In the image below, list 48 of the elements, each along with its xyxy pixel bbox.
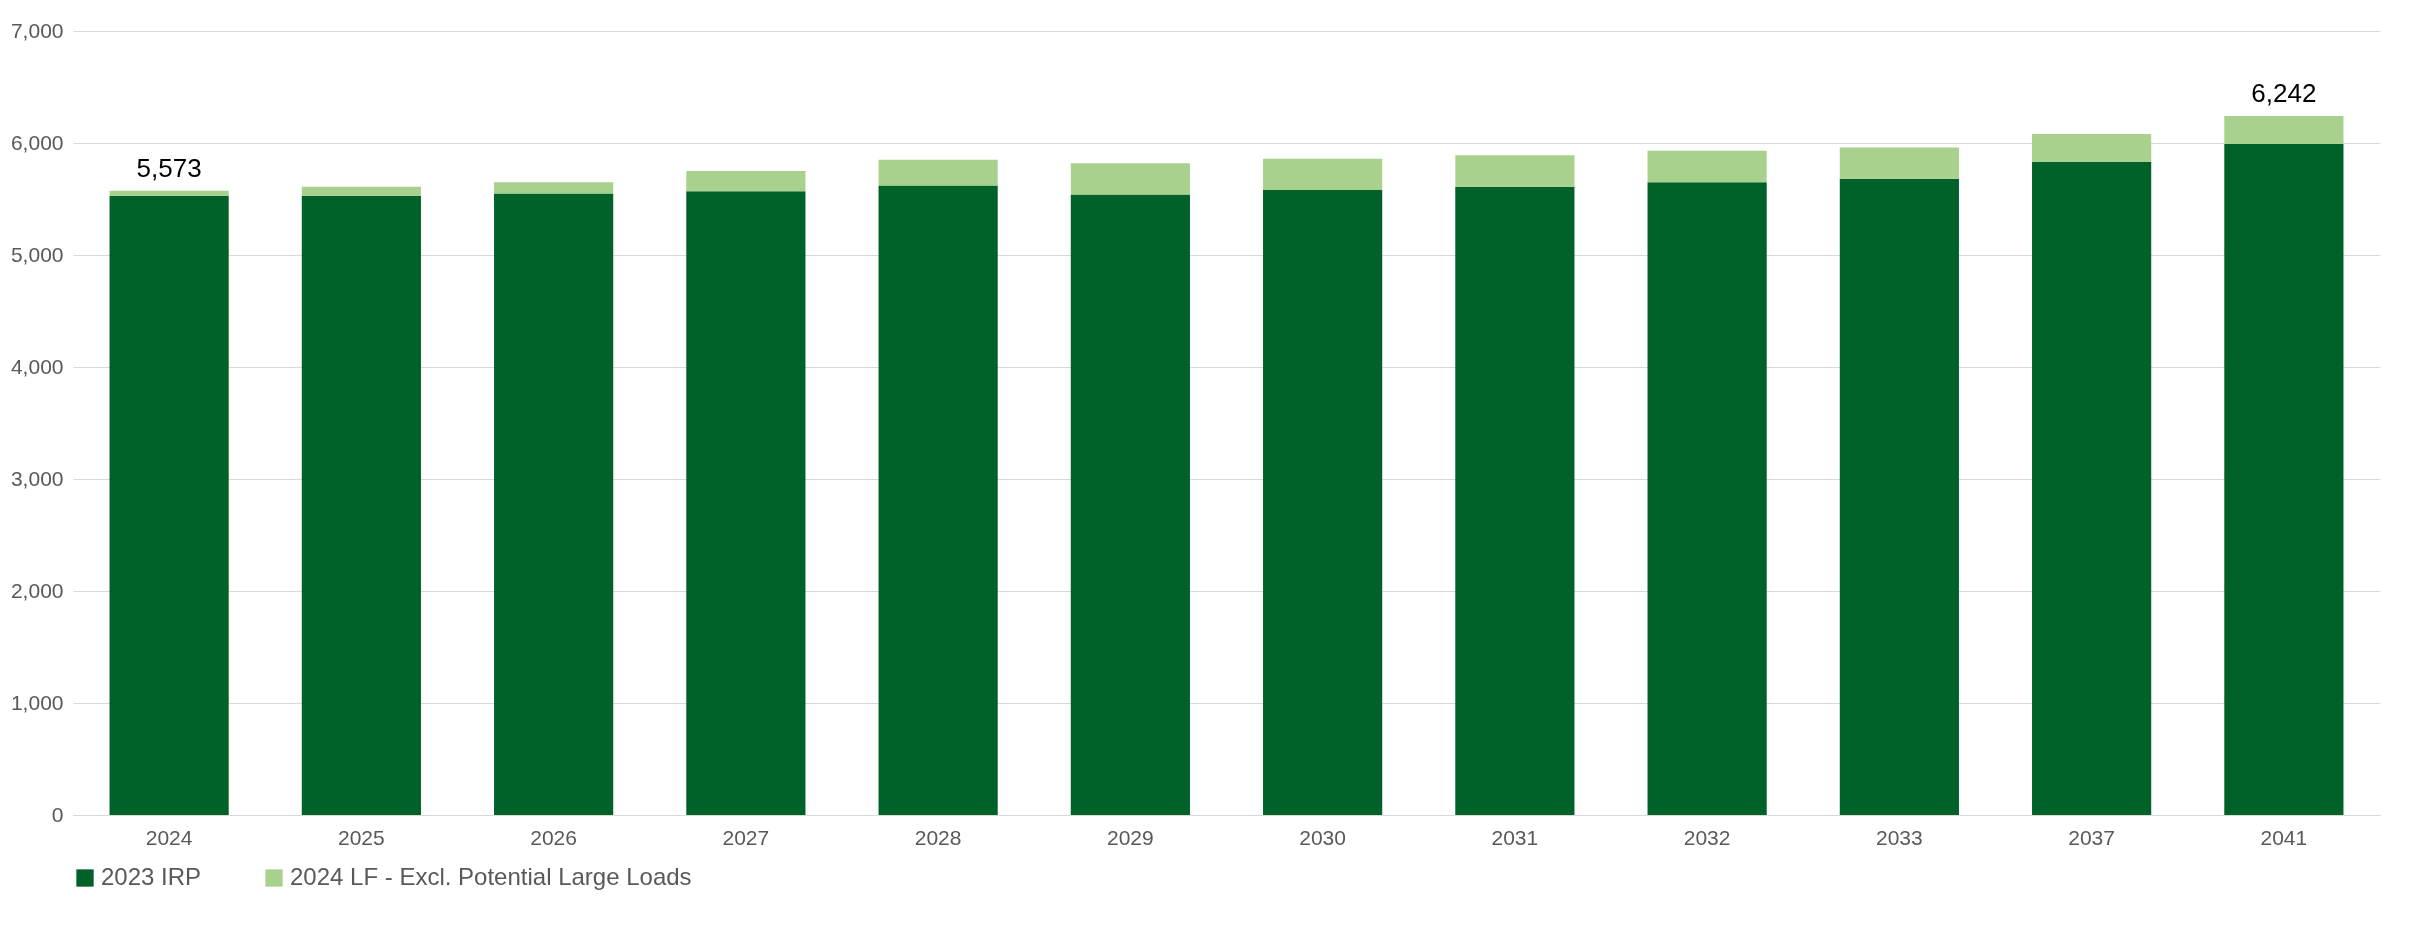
total-label: 5,573 <box>136 152 202 183</box>
bar <box>109 190 229 196</box>
bar <box>494 182 614 194</box>
bar <box>2224 115 2344 145</box>
x-tick-label: 2028 <box>914 825 962 849</box>
x-tick-label: 2025 <box>338 825 385 849</box>
bar <box>1647 182 1767 815</box>
bar <box>1070 163 1190 195</box>
y-tick-label: 4,000 <box>10 354 64 378</box>
y-tick-label: 6,000 <box>10 130 64 154</box>
y-tick-label: 5,000 <box>10 242 64 266</box>
x-tick-label: 2024 <box>145 825 193 849</box>
x-tick-label: 2033 <box>1876 825 1923 849</box>
y-tick-label: 7,000 <box>10 18 64 42</box>
bar <box>1263 158 1383 191</box>
x-tick-label: 2041 <box>2260 825 2308 849</box>
bar <box>494 193 614 815</box>
x-tick-label: 2027 <box>722 825 770 849</box>
bar <box>301 195 421 815</box>
x-tick-label: 2030 <box>1299 825 1346 849</box>
bar <box>301 186 421 196</box>
bar <box>2032 134 2152 163</box>
bar <box>878 185 998 815</box>
x-tick-label: 2029 <box>1107 825 1154 849</box>
legend-label: 2023 IRP <box>101 863 202 890</box>
bar <box>686 171 806 192</box>
bar <box>1839 178 1959 815</box>
bar <box>1647 150 1767 183</box>
y-tick-label: 1,000 <box>10 690 64 714</box>
y-tick-label: 3,000 <box>10 466 64 490</box>
bar <box>2224 144 2344 815</box>
x-tick-label: 2032 <box>1683 825 1731 849</box>
x-tick-label: 2031 <box>1491 825 1539 849</box>
bar <box>1455 186 1575 815</box>
x-tick-label: 2037 <box>2068 825 2115 849</box>
y-tick-label: 2,000 <box>10 578 64 602</box>
bar <box>686 191 806 815</box>
bar <box>1455 155 1575 187</box>
bar <box>1839 147 1959 179</box>
total-label: 6,242 <box>2251 77 2317 108</box>
legend-label: 2024 LF - Excl. Potential Large Loads <box>290 863 692 890</box>
y-tick-label: 0 <box>51 802 64 826</box>
x-tick-label: 2026 <box>530 825 577 849</box>
bar <box>1070 194 1190 815</box>
bar <box>878 159 998 186</box>
bar <box>2032 162 2152 815</box>
bar <box>1263 190 1383 815</box>
bar <box>109 195 229 815</box>
